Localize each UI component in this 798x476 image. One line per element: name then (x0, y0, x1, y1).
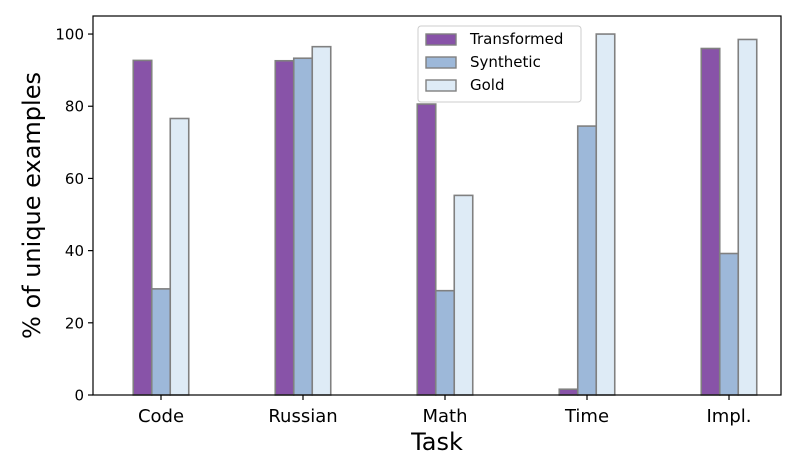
x-tick-label: Math (422, 406, 467, 427)
bar-transformed-russian (274, 59, 295, 396)
bar-transformed-impl (700, 47, 721, 396)
x-tick-label: Code (138, 406, 184, 427)
x-axis-title: Task (410, 428, 463, 456)
legend: Transformed Synthetic Gold (417, 25, 582, 103)
bar-synthetic-time (576, 125, 598, 396)
legend-swatch-transformed (425, 33, 457, 46)
legend-label-synthetic: Synthetic (470, 53, 541, 71)
legend-swatch-synthetic (425, 56, 457, 69)
bar-gold-code (169, 117, 190, 396)
bar-gold-impl (737, 38, 758, 396)
y-axis-title: % of unique examples (18, 72, 46, 339)
y-tick-label: 100 (55, 26, 84, 44)
legend-label-transformed: Transformed (469, 30, 563, 48)
x-tick-label: Time (564, 406, 609, 427)
legend-box (417, 25, 582, 103)
plot-frame (92, 15, 782, 396)
bar-transformed-time (558, 388, 579, 396)
y-tick-label: 80 (65, 98, 84, 116)
bar-transformed-code (132, 59, 153, 396)
y-tick-label: 40 (65, 242, 84, 260)
bar-synthetic-math (434, 289, 456, 396)
bar-synthetic-impl (718, 252, 740, 396)
x-tick-label: Impl. (707, 406, 752, 427)
y-tick-label: 0 (74, 387, 84, 405)
bar-gold-math (453, 194, 474, 396)
bar-gold-russian (311, 45, 332, 396)
legend-swatch-gold (425, 79, 457, 92)
y-tick-label: 20 (65, 314, 84, 332)
bar-synthetic-russian (292, 57, 314, 396)
bar-transformed-math (416, 103, 437, 396)
y-tick-label: 60 (65, 170, 84, 188)
x-tick-label: Russian (268, 406, 337, 427)
legend-label-gold: Gold (470, 76, 505, 94)
y-axis-ticks: 0 20 40 60 80 100 (55, 26, 93, 405)
x-axis-ticks: Code Russian Math Time Impl. (138, 395, 752, 427)
bar-gold-time (595, 33, 616, 396)
plot-border (92, 15, 782, 396)
bars-group (132, 33, 758, 396)
bar-synthetic-code (150, 288, 172, 396)
